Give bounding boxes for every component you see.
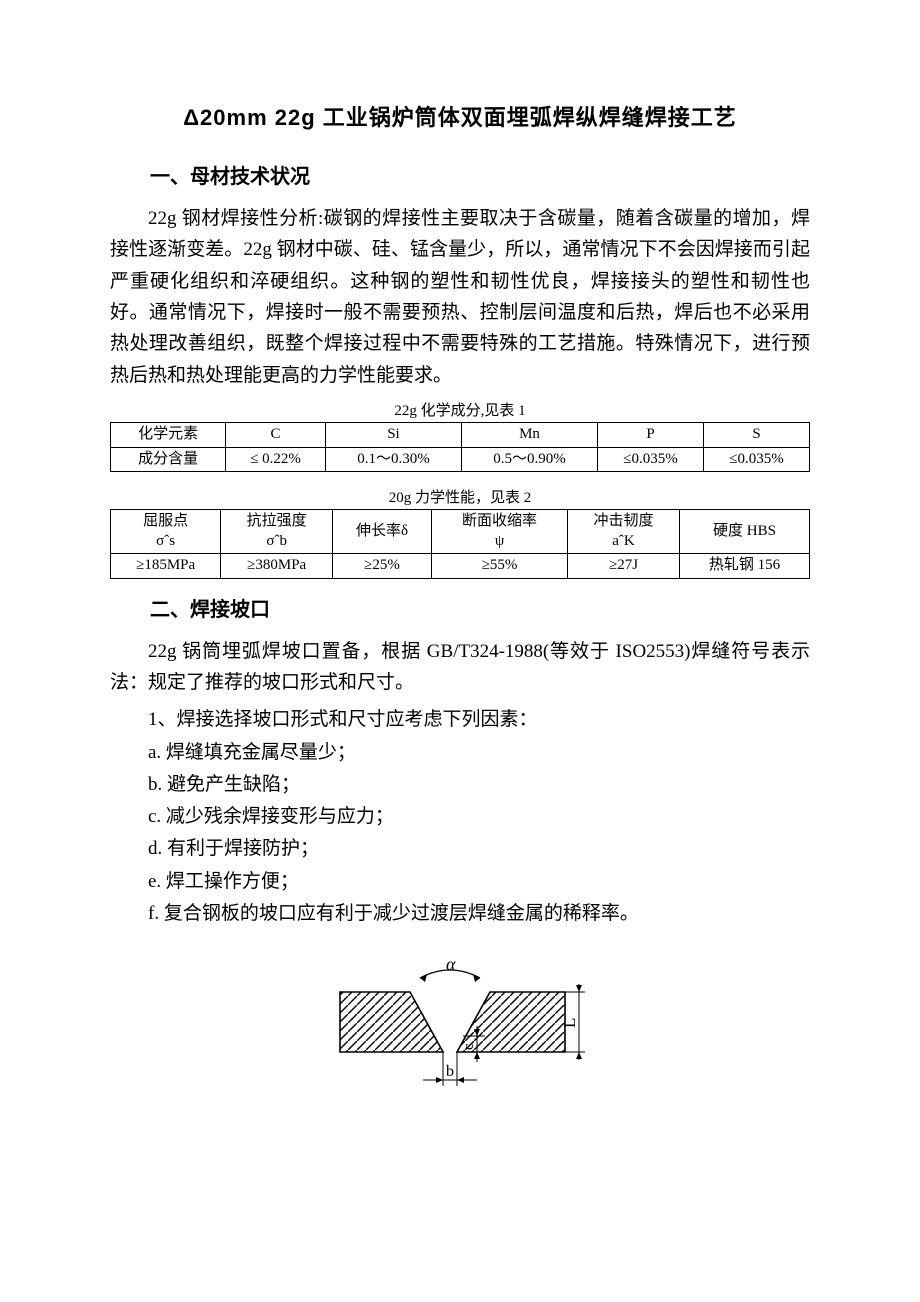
- document-title: Δ20mm 22g 工业锅炉筒体双面埋弧焊纵焊缝焊接工艺: [110, 100, 810, 132]
- section1-paragraph: 22g 钢材焊接性分析:碳钢的焊接性主要取决于含碳量，随着含碳量的增加，焊接性逐…: [110, 203, 810, 391]
- table2-c0: ≥185MPa: [111, 554, 221, 579]
- table1-caption: 22g 化学成分,见表 1: [110, 399, 810, 420]
- table1-h2: Si: [325, 423, 461, 448]
- table-row: 成分含量 ≤ 0.22% 0.1～0.30% 0.5～0.90% ≤0.035%…: [111, 447, 810, 472]
- document-page: { "title": "Δ20mm 22g 工业锅炉筒体双面埋弧焊纵焊缝焊接工艺…: [0, 0, 920, 1302]
- table1-c4: ≤0.035%: [598, 447, 704, 472]
- table1-c0: 成分含量: [111, 447, 226, 472]
- table2: 屈服点σˆs 抗拉强度σˆb 伸长率δ 断面收缩率ψ 冲击韧度aˆK 硬度 HB…: [110, 509, 810, 579]
- section1-heading: 一、母材技术状况: [110, 160, 810, 189]
- table2-h1: 抗拉强度σˆb: [221, 510, 333, 554]
- svg-text:c: c: [461, 1043, 477, 1050]
- svg-text:α: α: [446, 954, 456, 974]
- table1-h1: C: [226, 423, 326, 448]
- svg-text:b: b: [446, 1063, 454, 1080]
- list-item: a. 焊缝填充金属尽量少；: [110, 737, 810, 769]
- table-row: 化学元素 C Si Mn P S: [111, 423, 810, 448]
- section2-paragraph: 22g 锅筒埋弧焊坡口置备，根据 GB/T324-1988(等效于 ISO255…: [110, 636, 810, 699]
- table2-c3: ≥55%: [432, 554, 568, 579]
- section2-list: 1、焊接选择坡口形式和尺寸应考虑下列因素： a. 焊缝填充金属尽量少； b. 避…: [110, 704, 810, 930]
- table2-h4: 冲击韧度aˆK: [568, 510, 680, 554]
- table-row: ≥185MPa ≥380MPa ≥25% ≥55% ≥27J 热轧钢 156: [111, 554, 810, 579]
- list-item: d. 有利于焊接防护；: [110, 833, 810, 865]
- table2-h3: 断面收缩率ψ: [432, 510, 568, 554]
- table2-c4: ≥27J: [568, 554, 680, 579]
- list-intro: 1、焊接选择坡口形式和尺寸应考虑下列因素：: [110, 704, 810, 736]
- list-item: b. 避免产生缺陷；: [110, 769, 810, 801]
- list-item: c. 减少残余焊接变形与应力；: [110, 801, 810, 833]
- table1: 化学元素 C Si Mn P S 成分含量 ≤ 0.22% 0.1～0.30% …: [110, 422, 810, 472]
- table1-h3: Mn: [461, 423, 597, 448]
- table2-c1: ≥380MPa: [221, 554, 333, 579]
- table2-h2: 伸长率δ: [333, 510, 432, 554]
- table2-c2: ≥25%: [333, 554, 432, 579]
- table2-h5: 硬度 HBS: [679, 510, 809, 554]
- table1-c3: 0.5～0.90%: [461, 447, 597, 472]
- table2-caption: 20g 力学性能，见表 2: [110, 486, 810, 507]
- groove-diagram: α b c L: [110, 942, 810, 1092]
- table1-h0: 化学元素: [111, 423, 226, 448]
- list-item: f. 复合钢板的坡口应有利于减少过渡层焊缝金属的稀释率。: [110, 898, 810, 930]
- table1-c5: ≤0.035%: [703, 447, 809, 472]
- table2-h0: 屈服点σˆs: [111, 510, 221, 554]
- list-item: e. 焊工操作方便；: [110, 866, 810, 898]
- table1-c2: 0.1～0.30%: [325, 447, 461, 472]
- table1-h4: P: [598, 423, 704, 448]
- table-row: 屈服点σˆs 抗拉强度σˆb 伸长率δ 断面收缩率ψ 冲击韧度aˆK 硬度 HB…: [111, 510, 810, 554]
- table2-c5: 热轧钢 156: [679, 554, 809, 579]
- table1-c1: ≤ 0.22%: [226, 447, 326, 472]
- section2-heading: 二、焊接坡口: [110, 593, 810, 622]
- table1-h5: S: [703, 423, 809, 448]
- svg-text:L: L: [560, 1018, 579, 1028]
